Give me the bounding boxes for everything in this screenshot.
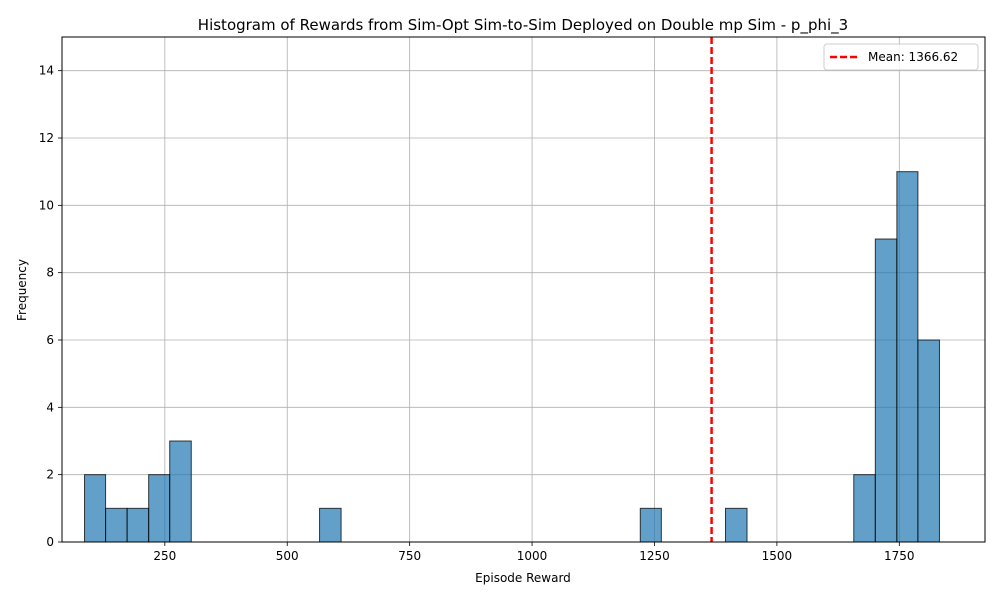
histogram-bar	[169, 440, 192, 543]
x-tick-label: 500	[276, 549, 299, 563]
histogram-bar	[148, 474, 171, 543]
x-tick-label: 750	[398, 549, 421, 563]
y-tick-label: 0	[46, 535, 54, 549]
histogram-bar	[319, 507, 342, 543]
histogram-bars	[84, 171, 940, 543]
histogram-bar	[724, 507, 748, 543]
x-axis-ticks: 250 500 750 1000 1250 1500 1750	[153, 542, 915, 563]
x-tick-label: 1250	[639, 549, 670, 563]
x-tick-label: 1000	[517, 549, 548, 563]
y-axis-label: Frequency	[15, 259, 29, 321]
y-tick-label: 10	[39, 198, 54, 212]
histogram-bar	[105, 507, 128, 543]
y-tick-label: 14	[39, 64, 54, 78]
histogram-bar	[896, 171, 919, 543]
legend: Mean: 1366.62	[823, 43, 979, 71]
histogram-bar	[853, 474, 876, 543]
chart-title: Histogram of Rewards from Sim-Opt Sim-to…	[198, 16, 848, 35]
legend-mean-label: Mean: 1366.62	[868, 50, 958, 64]
x-axis-label: Episode Reward	[475, 571, 571, 585]
y-tick-label: 6	[46, 333, 54, 347]
legend-box	[823, 43, 979, 71]
y-axis-ticks: 0 2 4 6 8 10 12 14	[39, 64, 62, 549]
x-tick-label: 1500	[762, 549, 793, 563]
y-tick-label: 2	[46, 468, 54, 482]
x-tick-label: 250	[153, 549, 176, 563]
grid-lines	[62, 37, 985, 543]
y-tick-label: 4	[46, 400, 54, 414]
histogram-bar	[126, 507, 150, 543]
y-tick-label: 12	[39, 131, 54, 145]
histogram-bar	[84, 474, 107, 543]
y-tick-label: 8	[46, 266, 54, 280]
histogram-bar	[917, 339, 940, 543]
histogram-bar	[874, 238, 898, 543]
plot-area-frame	[61, 36, 986, 543]
x-tick-label: 1750	[884, 549, 915, 563]
histogram-bar	[639, 507, 662, 543]
